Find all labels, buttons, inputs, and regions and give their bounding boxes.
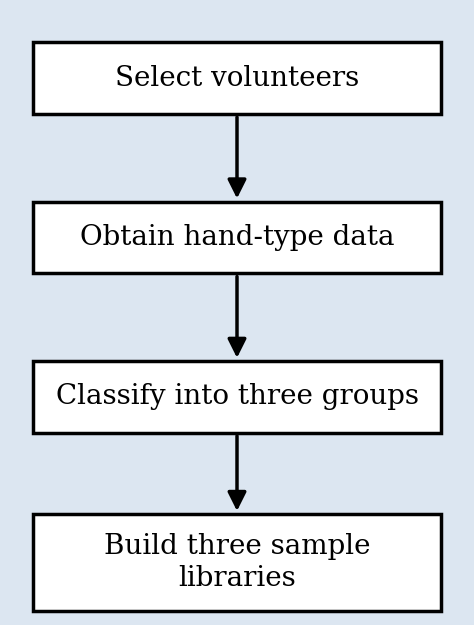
Text: Obtain hand-type data: Obtain hand-type data (80, 224, 394, 251)
FancyBboxPatch shape (33, 361, 441, 432)
FancyBboxPatch shape (33, 42, 441, 114)
Text: Select volunteers: Select volunteers (115, 64, 359, 92)
Text: Build three sample
libraries: Build three sample libraries (104, 533, 370, 592)
FancyBboxPatch shape (33, 514, 441, 611)
FancyBboxPatch shape (33, 201, 441, 274)
Text: Classify into three groups: Classify into three groups (55, 383, 419, 411)
